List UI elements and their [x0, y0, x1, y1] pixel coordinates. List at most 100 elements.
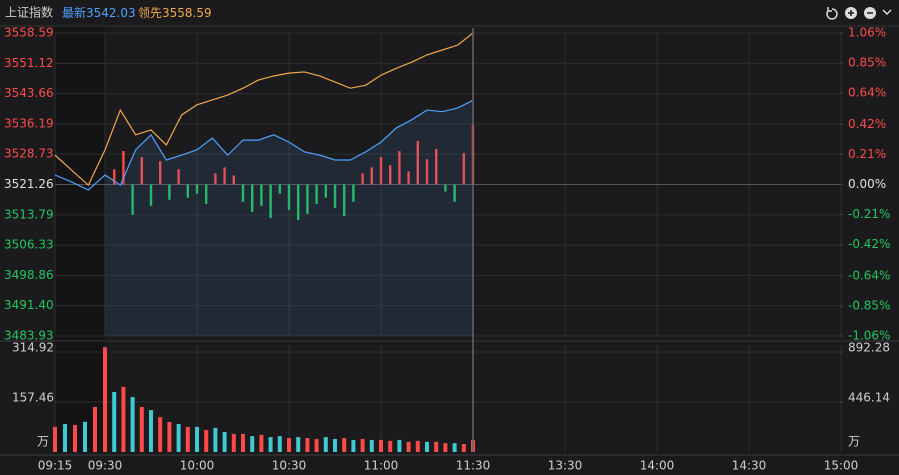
- x-tick-label: 15:00: [824, 459, 859, 473]
- strength-bar: [416, 140, 419, 185]
- volume-bar: [388, 440, 393, 452]
- y2-tick-label: 0.85%: [848, 56, 886, 70]
- volume-bar: [149, 410, 153, 452]
- strength-bar: [343, 184, 346, 216]
- strength-bar: [352, 184, 355, 202]
- volume-bar: [296, 437, 301, 452]
- x-tick-label: 14:00: [640, 459, 675, 473]
- strength-bar: [333, 184, 337, 208]
- volume-bar: [222, 431, 227, 452]
- price-area: [105, 100, 473, 337]
- strength-bar: [462, 153, 465, 185]
- strength-bar: [435, 149, 438, 185]
- volume-bar: [185, 426, 190, 452]
- y-tick-label: 3528.73: [4, 147, 54, 161]
- y-tick-label: 3513.79: [4, 207, 54, 221]
- volume-bar: [342, 438, 347, 452]
- strength-bar: [186, 184, 189, 198]
- y2-tick-label: 1.06%: [848, 26, 886, 40]
- volume-bar: [167, 421, 172, 452]
- volume-bar: [112, 391, 117, 452]
- strength-bar: [214, 173, 217, 185]
- y2-tick-label: 446.14: [848, 390, 890, 404]
- volume-bar: [452, 443, 457, 452]
- y2-tick-label: 0.42%: [848, 117, 886, 131]
- volume-bar: [333, 438, 337, 452]
- volume-bar: [158, 417, 163, 452]
- x-tick-label: 10:00: [180, 459, 215, 473]
- x-tick-label: 11:30: [456, 459, 491, 473]
- volume-bar: [305, 438, 310, 452]
- strength-bar: [306, 184, 309, 214]
- volume-bar: [53, 426, 57, 452]
- y-tick-label: 314.92: [12, 341, 54, 355]
- strength-bar: [425, 159, 429, 185]
- volume-bar: [406, 441, 411, 452]
- series-line: [54, 99, 474, 191]
- strength-bar: [205, 184, 208, 204]
- volume-bar: [379, 439, 383, 452]
- volume-bar: [369, 439, 374, 452]
- strength-bar: [269, 184, 272, 219]
- y-tick-label: 3543.66: [4, 86, 54, 100]
- toolbar: [826, 7, 892, 20]
- y-tick-label: 3483.93: [4, 329, 54, 343]
- legend-value: 3542.03: [86, 6, 136, 20]
- x-tick-label: 09:30: [88, 459, 123, 473]
- strength-bar: [287, 184, 291, 210]
- y2-tick-label: 892.28: [848, 340, 890, 354]
- strength-bar: [232, 175, 235, 185]
- y2-tick-label: -0.42%: [848, 237, 890, 251]
- legend-name: 最新: [62, 5, 86, 20]
- volume-bar: [287, 438, 291, 452]
- volume-bar: [83, 421, 87, 452]
- volume-bar: [461, 444, 466, 452]
- strength-bar: [315, 184, 318, 204]
- x-tick-label: 14:30: [732, 459, 767, 473]
- x-tick-label: 09:15: [38, 459, 73, 473]
- strength-bar: [444, 184, 447, 192]
- volume-bar: [73, 425, 77, 452]
- volume-bar: [121, 386, 126, 452]
- y-tick-label: 3551.12: [4, 56, 54, 70]
- strength-bar: [177, 169, 180, 185]
- volume-bar: [415, 440, 420, 452]
- y-tick-label: 3506.33: [4, 238, 54, 252]
- volume-bar: [259, 434, 264, 452]
- chart-title: 上证指数: [5, 5, 53, 20]
- strength-bar: [361, 173, 364, 185]
- y2-tick-label: -0.64%: [848, 268, 890, 282]
- strength-bar: [159, 161, 162, 185]
- y-tick-label: 3491.40: [4, 298, 54, 312]
- strength-bar: [195, 184, 199, 194]
- reset-icon[interactable]: [826, 7, 838, 20]
- volume-bar: [397, 439, 402, 452]
- y-tick-label: 3536.19: [4, 116, 54, 130]
- volume-bar: [314, 438, 319, 452]
- y-unit: 万: [37, 435, 49, 449]
- strength-bar: [453, 184, 456, 202]
- volume-bar: [231, 433, 236, 452]
- strength-bar: [149, 184, 153, 206]
- y2-tick-label: -0.21%: [848, 207, 890, 221]
- volume-bar: [213, 427, 218, 452]
- strength-bar: [168, 184, 171, 200]
- y-tick-label: 3558.59: [4, 26, 54, 40]
- y-tick-label: 157.46: [12, 391, 54, 405]
- strength-bar: [370, 167, 373, 185]
- legend-value: 3558.59: [162, 6, 212, 20]
- volume-bar: [241, 433, 245, 452]
- volume-bar: [351, 439, 356, 452]
- more-icon[interactable]: [882, 9, 892, 16]
- strength-bar: [251, 184, 254, 212]
- y-tick-label: 3498.86: [4, 268, 54, 282]
- auction-shade: [55, 26, 105, 452]
- y2-tick-label: -0.85%: [848, 298, 890, 312]
- volume-bar: [103, 347, 107, 452]
- volume-bar: [93, 406, 97, 452]
- strength-bar: [140, 157, 143, 185]
- y2-tick-label: -1.06%: [848, 329, 890, 343]
- volume-bar: [195, 426, 199, 452]
- lead-legend: 领先3558.59: [138, 6, 212, 20]
